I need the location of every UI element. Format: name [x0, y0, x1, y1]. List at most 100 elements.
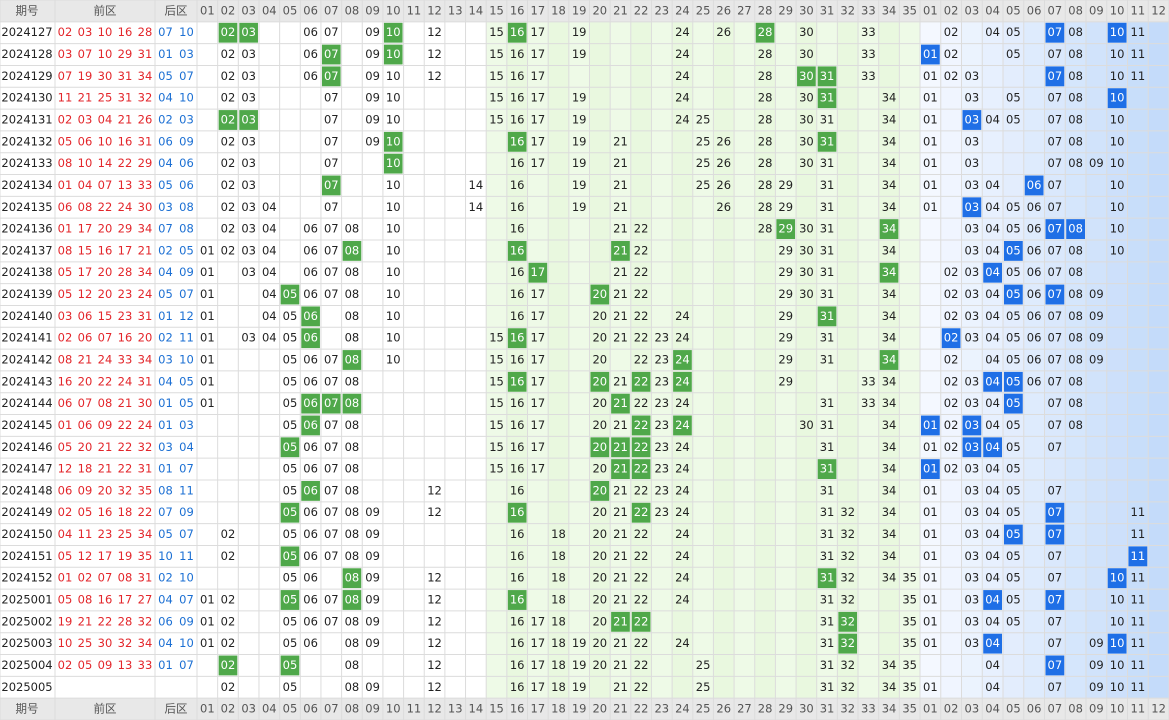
back-cell: 02 [944, 374, 959, 388]
column-bg [858, 0, 879, 720]
front-number: 11 [58, 91, 73, 105]
front-cell: 31 [820, 287, 835, 301]
front-cell: 08 [345, 549, 360, 563]
back-number: 07 [158, 505, 173, 519]
front-cell: 22 [634, 309, 649, 323]
back-cell: 07 [1048, 483, 1063, 497]
column-bg [1148, 0, 1169, 720]
front-hit [342, 590, 362, 610]
front-cell: 22 [634, 287, 649, 301]
column-bg [548, 0, 569, 720]
header-cell: 32 [840, 3, 855, 17]
front-cell: 20 [592, 483, 607, 497]
back-number: 02 [158, 243, 173, 257]
front-number: 02 [58, 658, 73, 672]
front-number: 29 [118, 222, 133, 236]
header-cell: 02 [221, 702, 236, 716]
back-number: 07 [179, 593, 194, 607]
front-number: 22 [118, 440, 133, 454]
front-number: 15 [78, 243, 93, 257]
back-cell: 05 [1006, 309, 1021, 323]
front-cell: 34 [882, 353, 897, 367]
header-cell: 10 [1110, 3, 1125, 17]
front-cell: 35 [902, 636, 917, 650]
front-cell: 22 [634, 243, 649, 257]
front-cell: 07 [324, 353, 339, 367]
column-bg [238, 0, 259, 720]
front-cell: 29 [778, 178, 793, 192]
front-cell: 01 [200, 396, 215, 410]
front-number: 02 [58, 25, 73, 39]
front-cell: 32 [840, 527, 855, 541]
back-cell: 05 [1006, 593, 1021, 607]
front-cell: 21 [613, 440, 628, 454]
back-cell: 07 [1048, 593, 1063, 607]
front-number: 34 [138, 636, 153, 650]
header-cell: 16 [510, 702, 525, 716]
front-cell: 02 [221, 680, 236, 694]
front-cell: 05 [283, 462, 298, 476]
front-cell: 03 [241, 265, 256, 279]
front-cell: 34 [882, 222, 897, 236]
front-cell: 31 [820, 331, 835, 345]
front-cell: 07 [324, 156, 339, 170]
front-cell: 34 [882, 331, 897, 345]
front-cell: 09 [365, 593, 380, 607]
front-cell: 10 [386, 91, 401, 105]
front-cell: 09 [365, 25, 380, 39]
front-cell: 34 [882, 440, 897, 454]
front-cell: 09 [365, 549, 380, 563]
front-cell: 02 [221, 222, 236, 236]
front-cell: 12 [427, 69, 442, 83]
front-number: 16 [118, 331, 133, 345]
header-cell: 11 [407, 3, 422, 17]
front-number: 24 [98, 353, 113, 367]
front-cell: 15 [489, 25, 504, 39]
front-cell: 05 [283, 505, 298, 519]
back-cell: 10 [1110, 156, 1125, 170]
front-cell: 12 [427, 636, 442, 650]
front-cell: 12 [427, 614, 442, 628]
front-cell: 29 [778, 331, 793, 345]
back-cell: 09 [1089, 331, 1104, 345]
front-number: 16 [98, 505, 113, 519]
back-hit [1107, 568, 1127, 589]
back-cell: 07 [1048, 200, 1063, 214]
front-cell: 31 [820, 113, 835, 127]
front-cell: 21 [613, 200, 628, 214]
front-number: 08 [58, 353, 73, 367]
column-bg [982, 0, 1003, 720]
back-cell: 05 [1006, 505, 1021, 519]
front-cell: 24 [675, 91, 690, 105]
front-cell: 02 [221, 134, 236, 148]
front-number: 18 [78, 462, 93, 476]
back-cell: 08 [1068, 396, 1083, 410]
back-cell: 03 [965, 440, 980, 454]
front-number: 05 [78, 505, 93, 519]
front-cell: 10 [386, 134, 401, 148]
front-number: 05 [58, 265, 73, 279]
back-cell: 05 [1006, 331, 1021, 345]
front-number: 29 [138, 156, 153, 170]
back-cell: 07 [1048, 396, 1063, 410]
front-number: 04 [98, 113, 113, 127]
front-cell: 31 [820, 396, 835, 410]
header-cell: 27 [737, 3, 752, 17]
back-cell: 04 [985, 462, 1000, 476]
column-bg [816, 0, 838, 720]
front-cell: 16 [510, 265, 525, 279]
header-cell: 前区 [94, 702, 117, 716]
column-bg [424, 0, 445, 720]
front-cell: 20 [592, 636, 607, 650]
front-number: 22 [98, 374, 113, 388]
front-cell: 16 [510, 287, 525, 301]
front-cell: 30 [799, 91, 814, 105]
back-number: 04 [158, 91, 173, 105]
front-cell: 24 [675, 571, 690, 585]
back-number: 05 [158, 178, 173, 192]
column-bg [217, 0, 239, 720]
front-number: 34 [138, 527, 153, 541]
front-cell: 22 [634, 483, 649, 497]
front-number: 33 [138, 658, 153, 672]
back-cell: 01 [923, 680, 938, 694]
